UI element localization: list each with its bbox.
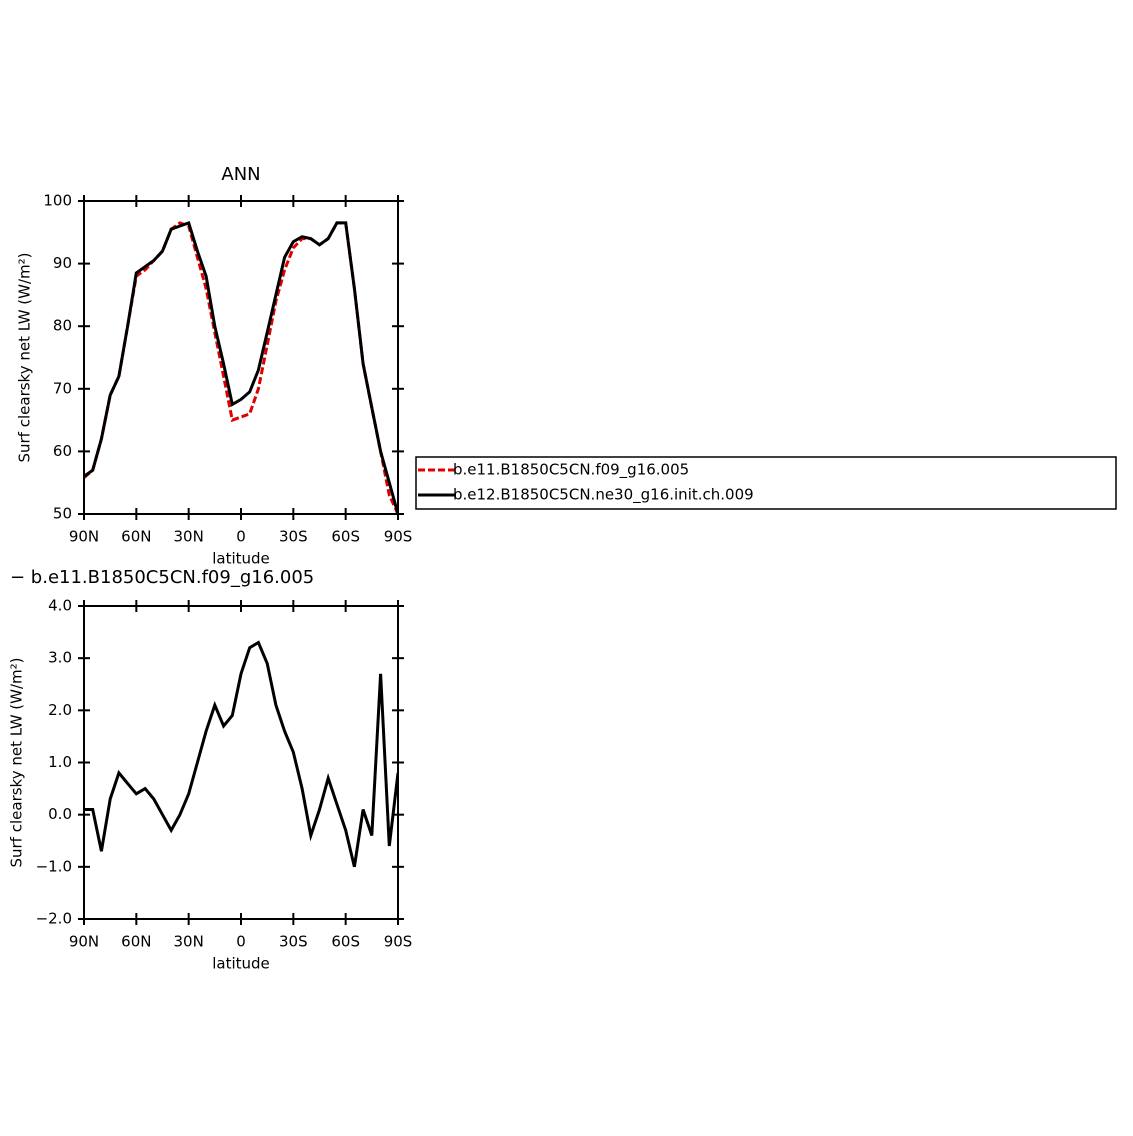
x-tick-label: 90S [384,933,413,951]
x-axis-label: latitude [212,550,270,568]
plot-frame [83,200,399,515]
data-line [84,220,398,514]
y-tick-label: 1.0 [48,753,72,771]
y-tick-label: 60 [53,442,72,460]
y-tick-label: 50 [53,505,72,523]
y-axis-label: Surf clearsky net LW (W/m²) [8,657,26,867]
x-tick-label: 30S [279,528,308,546]
x-tick-label: 30N [174,528,204,546]
legend-box [415,456,1117,510]
y-tick-label: −1.0 [36,857,72,875]
y-tick-label: 80 [53,317,72,335]
y-tick-label: −2.0 [36,910,72,928]
x-tick-label: 60S [331,528,360,546]
x-axis-label: latitude [212,955,270,973]
x-tick-label: 60N [121,528,151,546]
x-tick-label: 0 [236,528,246,546]
y-tick-label: 90 [53,254,72,272]
y-tick-label: 70 [53,379,72,397]
x-tick-label: 30N [174,933,204,951]
y-tick-label: 2.0 [48,701,72,719]
legend-label: b.e12.B1850C5CN.ne30_g16.init.ch.009 [453,486,754,505]
x-tick-label: 60N [121,933,151,951]
y-tick-label: 3.0 [48,649,72,667]
chart-title: − b.e11.B1850C5CN.f09_g16.005 [10,567,314,588]
y-tick-label: 100 [43,192,72,210]
x-tick-label: 90N [69,528,99,546]
x-tick-label: 90N [69,933,99,951]
x-tick-label: 30S [279,933,308,951]
y-axis-label: Surf clearsky net LW (W/m²) [16,252,34,462]
y-tick-label: 4.0 [48,597,72,615]
chart-title: ANN [221,164,260,185]
plot-frame [83,605,399,920]
data-line [84,640,398,868]
x-tick-label: 0 [236,933,246,951]
legend-label: b.e11.B1850C5CN.f09_g16.005 [453,461,689,480]
x-tick-label: 90S [384,528,413,546]
y-tick-label: 0.0 [48,805,72,823]
x-tick-label: 60S [331,933,360,951]
